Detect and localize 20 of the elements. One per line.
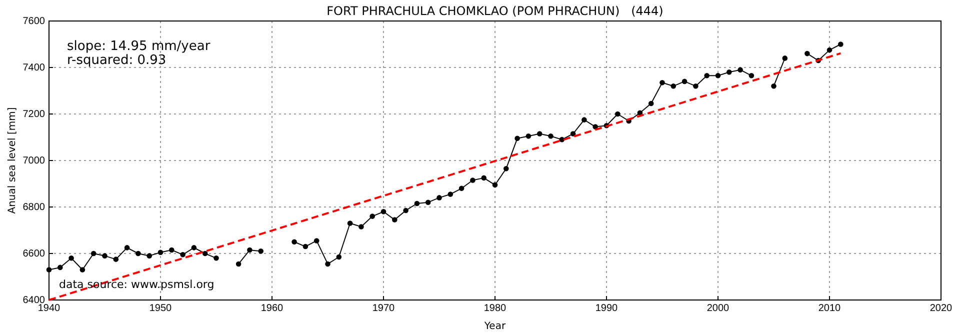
- x-tick-label: 2020: [930, 303, 953, 314]
- annotation: r-squared: 0.93: [67, 53, 166, 68]
- y-tick-label: 7400: [22, 62, 46, 74]
- y-tick-label: 7000: [22, 156, 46, 167]
- x-tick-label: 1940: [38, 303, 61, 314]
- annotation: slope: 14.95 mm/year: [67, 39, 211, 54]
- x-tick-label: 1950: [149, 303, 172, 314]
- chart-title: FORT PHRACHULA CHOMKLAO (POM PHRACHUN) (444): [326, 4, 664, 18]
- y-axis-title: Anual sea level [mm]: [7, 107, 18, 214]
- x-axis-title: Year: [483, 321, 506, 332]
- y-tick-label: 6600: [22, 248, 46, 260]
- x-tick-label: 1980: [484, 303, 507, 314]
- y-tick-label: 7200: [22, 109, 46, 120]
- x-tick-label: 1960: [260, 303, 284, 314]
- x-tick-label: 2000: [706, 303, 730, 314]
- x-tick-label: 1970: [372, 303, 396, 314]
- y-tick-label: 7600: [22, 16, 46, 28]
- y-tick-label: 6800: [22, 202, 46, 214]
- x-tick-label: 1990: [595, 303, 618, 314]
- x-tick-label: 2010: [818, 303, 842, 314]
